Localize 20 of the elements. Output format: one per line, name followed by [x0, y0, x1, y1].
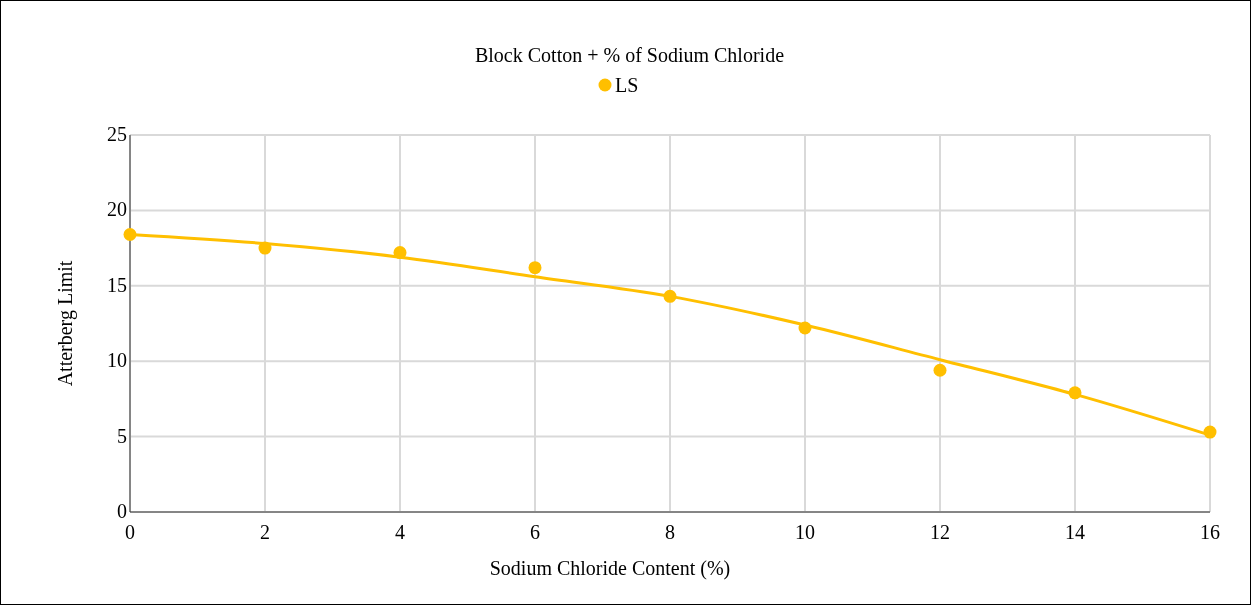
y-tick-label: 0 — [117, 500, 127, 522]
x-tick-label: 16 — [1200, 521, 1220, 543]
y-axis-title: Atterberg Limit — [54, 260, 77, 387]
chart-title: Block Cotton + % of Sodium Chloride — [474, 44, 785, 66]
x-tick-label: 8 — [665, 521, 675, 543]
x-tick-label: 14 — [1065, 521, 1085, 543]
x-axis-title: Sodium Chloride Content (%) — [489, 557, 731, 580]
y-tick-label: 15 — [107, 273, 127, 296]
x-tick-label: 6 — [530, 521, 540, 543]
x-tick-label: 10 — [795, 521, 815, 543]
point — [528, 261, 542, 275]
point — [933, 363, 947, 377]
y-tick-label: 20 — [107, 198, 127, 221]
y-tick-label: 5 — [117, 424, 127, 447]
y-tick-label: 25 — [107, 123, 127, 145]
x-tick-label: 2 — [260, 521, 270, 543]
y-tick-label: 10 — [107, 349, 127, 372]
legend-label: LS — [615, 74, 639, 96]
x-tick-label: 4 — [395, 521, 405, 543]
x-tick-label: 12 — [930, 521, 950, 543]
